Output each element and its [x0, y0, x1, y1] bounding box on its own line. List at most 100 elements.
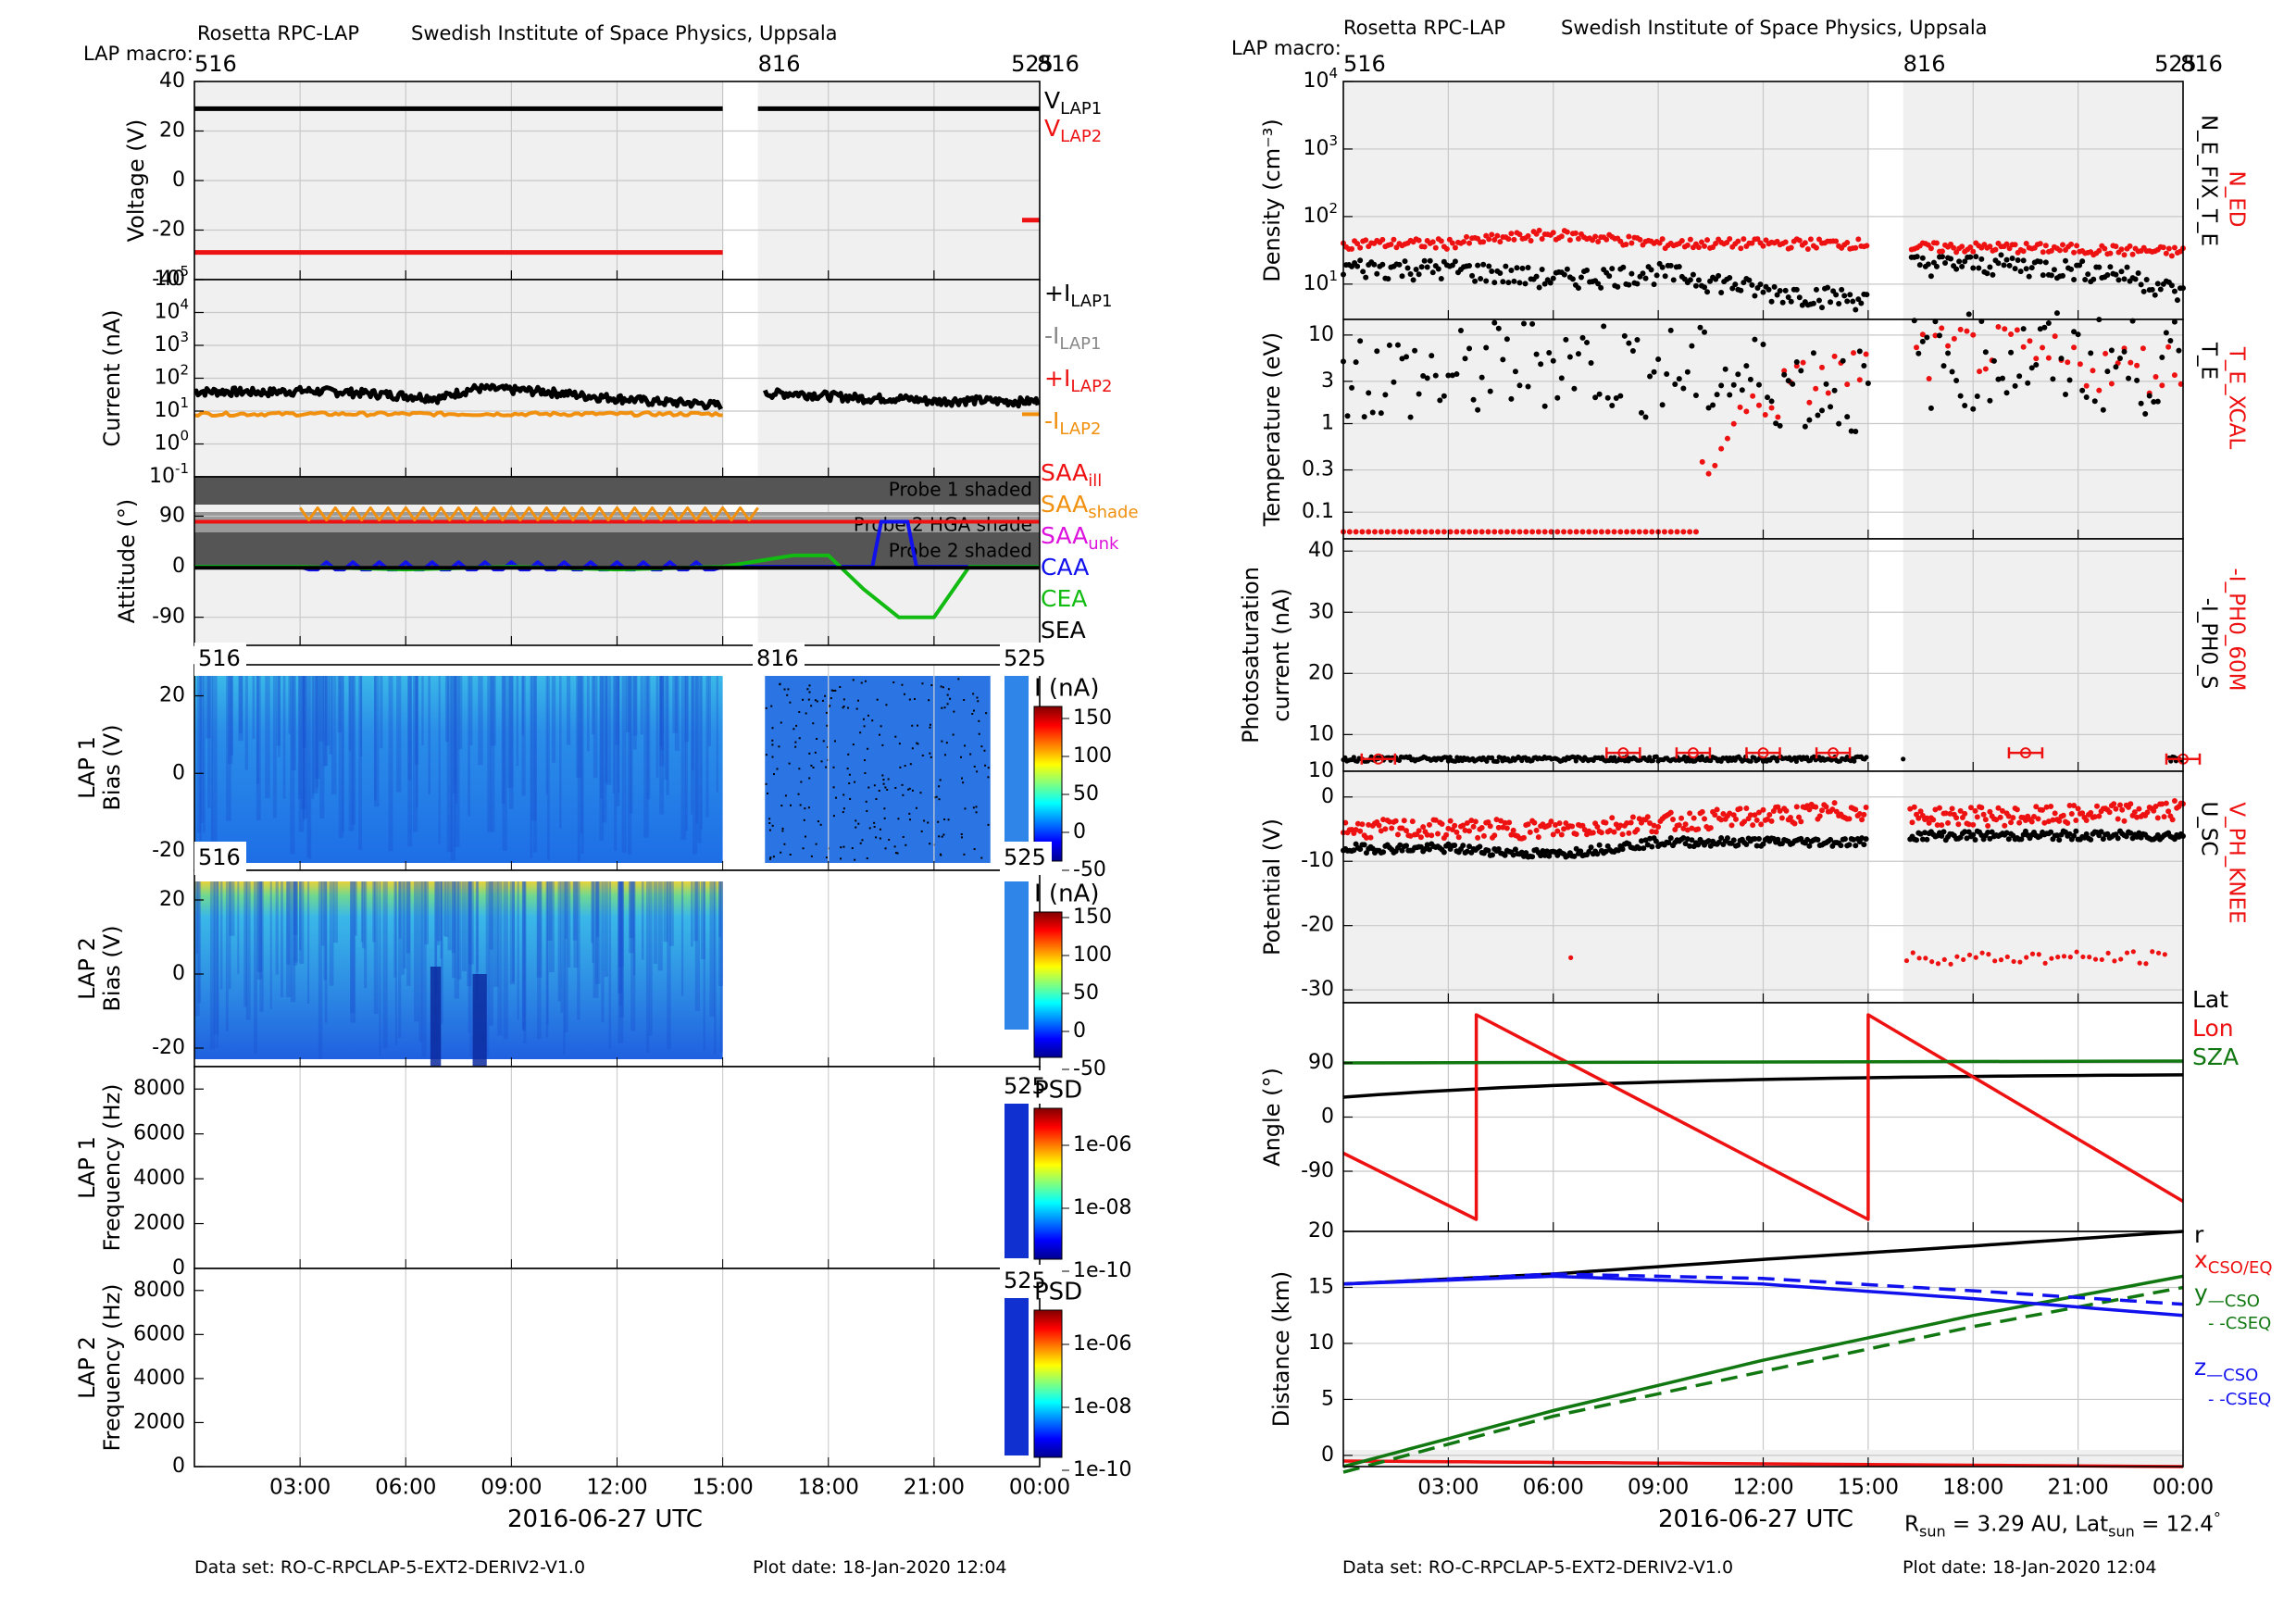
point-N_E_FIX_T_E	[2113, 271, 2119, 278]
lap1-bias-map-dot	[941, 835, 943, 838]
point-U_SC	[1594, 851, 1601, 857]
point-N_ED	[2023, 241, 2029, 247]
point-V_PH_KNEE	[1416, 828, 1422, 834]
point--I_PH0_S	[1791, 755, 1798, 760]
lap1-bias-map-dot	[799, 804, 802, 806]
point-outlier	[1910, 950, 1915, 956]
lap1-bias-map-dot	[808, 684, 811, 687]
density-tick-label: 101	[1303, 267, 1338, 295]
series-SZA	[1342, 1059, 2184, 1065]
lap1-freq-tag-bg	[1000, 1070, 1052, 1104]
lap2-bias-colorbar-tick-label: 100	[1073, 943, 1112, 967]
point-V_PH_KNEE	[1796, 814, 1803, 820]
point-N_E_FIX_T_E	[2068, 266, 2075, 272]
point-T_E_XCAL	[1617, 529, 1624, 535]
point-V_PH_KNEE	[1676, 822, 1682, 829]
point-N_ED	[1452, 244, 1458, 251]
band-probe1	[194, 477, 1040, 505]
point-U_SC	[1460, 843, 1466, 849]
lap1-bias-map-stripe	[616, 676, 620, 806]
point-U_SC	[1466, 843, 1473, 850]
point-outlier	[2055, 955, 2061, 960]
point--I_PH0_S	[1351, 755, 1356, 760]
lap1-bias-map-stripe	[693, 676, 698, 855]
lap2-bias-map-stripe	[476, 881, 480, 972]
point-T_E	[1853, 429, 1859, 435]
point-U_SC	[1541, 852, 1548, 858]
point-T_E_XCAL	[1919, 331, 1926, 338]
point-V_PH_KNEE	[1581, 827, 1588, 833]
lap2-bias-map-stripe	[436, 881, 443, 942]
point-N_E_FIX_T_E	[1919, 255, 1926, 261]
lap2-freq-colorbar-tick-label: 1e-10	[1073, 1458, 1131, 1481]
lap1-bias-map-dot	[875, 836, 878, 839]
right-xlabel: 2016-06-27 UTC	[1658, 1505, 1853, 1533]
point-T_E	[2020, 326, 2027, 332]
point-V_PH_KNEE	[2005, 813, 2012, 819]
point-T_E	[1773, 420, 1779, 427]
point-T_E_XCAL	[1982, 366, 1989, 372]
point-N_ED	[1816, 236, 1822, 243]
point-U_SC	[1680, 834, 1687, 841]
lap1-bias-tag: 816	[756, 645, 799, 671]
lap1-bias-map-stripe	[252, 676, 256, 739]
point-N_ED	[1928, 245, 1934, 252]
point-T_E_XCAL	[1404, 529, 1410, 535]
lap1-bias-colorbar-tick-label: 0	[1073, 820, 1086, 843]
lap2-bias-map-stripe	[645, 881, 650, 1054]
point-N_E_FIX_T_E	[1766, 286, 1772, 293]
lap1-bias-map-dot	[964, 807, 967, 810]
lap1-bias-map-dot	[816, 738, 818, 741]
lap1-bias-map-dot	[884, 847, 887, 850]
point-N_ED	[2096, 247, 2103, 254]
point-N_ED	[2113, 244, 2119, 250]
lap1-bias-map-dot	[789, 701, 792, 704]
point-V_PH_KNEE	[1750, 822, 1756, 829]
potential-panel-shade	[1903, 771, 2183, 1003]
lap2-freq-tag-bg	[1000, 1265, 1052, 1298]
point-N_ED	[1987, 244, 1993, 250]
lap1-freq-tick-label: 2000	[133, 1212, 185, 1235]
point-T_E_XCAL	[1479, 529, 1485, 535]
point-N_E_FIX_T_E	[1514, 265, 1520, 271]
point-N_E_FIX_T_E	[1816, 297, 1822, 304]
point-T_E_XCAL	[2071, 344, 2078, 351]
point-N_E_FIX_T_E	[1435, 266, 1441, 272]
lap1-bias-map-dot	[987, 776, 990, 779]
lap1-bias-map-stripe	[407, 676, 412, 781]
point-T_E	[1936, 332, 1942, 339]
point-N_E_FIX_T_E	[1385, 276, 1391, 282]
point--I_PH0_60M	[1828, 747, 1840, 759]
point-V_PH_KNEE	[1667, 809, 1674, 816]
lap2-bias-map-stripe	[493, 881, 499, 987]
lap1-bias-map-stripe	[302, 676, 306, 748]
point-N_E_FIX_T_E	[2135, 270, 2141, 277]
point-outlier	[1966, 952, 1973, 957]
lap2-bias-map-stripe	[290, 881, 296, 1003]
point-N_ED	[1528, 237, 1534, 244]
point-V_PH_KNEE	[1417, 834, 1424, 841]
point-T_E_XCAL	[1661, 529, 1667, 535]
point-V_PH_KNEE	[1429, 832, 1435, 839]
lap1-bias-map-dot	[789, 854, 792, 856]
point-N_ED	[1855, 236, 1862, 243]
lap1-bias-map-dot	[949, 697, 952, 700]
lap2-bias-map-stripe	[536, 881, 543, 978]
point-V_PH_KNEE	[1504, 825, 1510, 831]
point-V_PH_KNEE	[2096, 813, 2103, 819]
point-N_E_FIX_T_E	[1651, 281, 1657, 288]
point-T_E	[1642, 414, 1649, 420]
current-legend-LAP2: +ILAP2	[1044, 365, 1112, 396]
photo-tick-label: 30	[1308, 600, 1334, 623]
point-V_PH_KNEE	[1702, 816, 1708, 822]
point-N_E_FIX_T_E	[1564, 266, 1570, 272]
lap2-bias-map-stripe	[421, 881, 427, 1057]
lap2-bias-map-stripe	[435, 881, 438, 998]
voltage-legend-LAP1: VLAP1	[1044, 87, 1102, 119]
lap2-freq-colorbar	[1033, 1309, 1063, 1458]
point-V_PH_KNEE	[1435, 831, 1441, 837]
point-N_ED	[2074, 243, 2080, 249]
point-T_E_XCAL	[1800, 359, 1806, 366]
lap1-bias-map-dot	[810, 855, 813, 857]
point-V_PH_KNEE	[1911, 804, 1917, 810]
